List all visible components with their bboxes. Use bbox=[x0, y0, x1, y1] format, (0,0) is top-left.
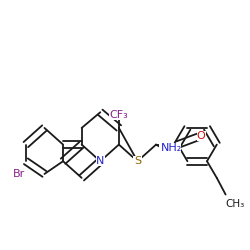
Bar bbox=[96, 156, 105, 166]
Text: Br: Br bbox=[13, 169, 25, 179]
Bar bbox=[109, 110, 129, 120]
Bar bbox=[197, 131, 205, 141]
Text: CF₃: CF₃ bbox=[110, 110, 128, 120]
Text: CH₃: CH₃ bbox=[226, 199, 245, 209]
Bar bbox=[12, 169, 26, 179]
Text: N: N bbox=[96, 156, 104, 166]
Text: O: O bbox=[197, 131, 205, 141]
Text: NH₂: NH₂ bbox=[161, 142, 182, 152]
Bar bbox=[133, 156, 142, 166]
Bar bbox=[159, 142, 180, 152]
Bar bbox=[224, 200, 245, 209]
Text: S: S bbox=[134, 156, 141, 166]
